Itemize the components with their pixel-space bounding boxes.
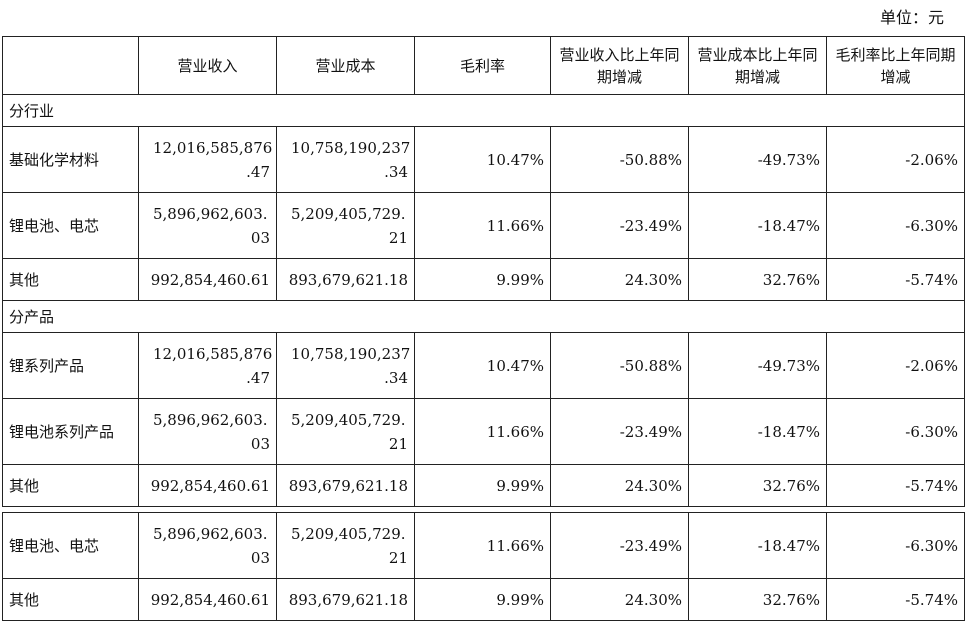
table-row: 其他 992,854,460.61 893,679,621.18 9.99% 24.30…: [2, 464, 965, 507]
revenue-cell-line1: 5,896,962,603.: [153, 204, 268, 223]
header-cell-empty: [2, 36, 139, 95]
section-row: 分行业: [2, 94, 965, 127]
cost-cell-line2: 21: [388, 434, 408, 453]
revenue-cell-line1: 12,016,585,876: [153, 138, 273, 157]
header-cost: 营业成本: [276, 36, 415, 95]
row-name: 锂电池系列产品: [2, 398, 139, 465]
margin-cell: 11.66%: [414, 512, 551, 579]
rev-chg-cell: 24.30%: [550, 258, 689, 301]
revenue-cell: 992,854,460.61: [138, 464, 277, 507]
cost-cell: 5,209,405,729. 21: [276, 192, 415, 259]
revenue-cell-line2: 03: [250, 228, 270, 247]
cost-cell: 5,209,405,729. 21: [276, 512, 415, 579]
table-row: 锂系列产品 12,016,585,876.47 10,758,190,237.34 1…: [2, 332, 965, 399]
section-row: 分产品: [2, 300, 965, 333]
cost-cell-line1: 5,209,405,729.: [291, 410, 406, 429]
cost-cell-line2: .34: [384, 162, 408, 181]
margin-chg-cell: -5.74%: [826, 464, 965, 507]
table-row: 其他 992,854,460.61 893,679,621.18 9.99% 24.30…: [2, 258, 965, 301]
revenue-cell-line1: 12,016,585,876: [153, 344, 273, 363]
margin-cell: 9.99%: [414, 578, 551, 621]
margin-cell: 11.66%: [414, 192, 551, 259]
cost-cell: 10,758,190,237 .34: [276, 126, 415, 193]
revenue-cell-line2: 03: [250, 434, 270, 453]
cost-chg-cell: 32.76%: [688, 578, 827, 621]
cost-cell-line1: 10,758,190,237: [291, 138, 411, 157]
financial-table: 营业收入 营业成本 毛利率 营业收入比上年同期增减 营业成本比上年同期增减 毛利…: [2, 36, 965, 621]
cost-chg-cell: -49.73%: [688, 332, 827, 399]
cost-chg-cell: 32.76%: [688, 464, 827, 507]
table-row: 其他 992,854,460.61 893,679,621.18 9.99% 24.30…: [2, 578, 965, 621]
rev-chg-cell: -23.49%: [550, 512, 689, 579]
row-name: 基础化学材料: [2, 126, 139, 193]
cost-cell-line2: 21: [388, 548, 408, 567]
revenue-cell-line2: .47: [246, 162, 270, 181]
margin-cell: 11.66%: [414, 398, 551, 465]
rev-chg-cell: -50.88%: [550, 332, 689, 399]
table-row: 锂电池系列产品 5,896,962,603. 03 5,209,405,729. 21 1…: [2, 398, 965, 465]
section-title: 分行业: [2, 94, 965, 127]
cost-chg-cell: -18.47%: [688, 398, 827, 465]
revenue-cell: 992,854,460.61: [138, 578, 277, 621]
header-revenue: 营业收入: [138, 36, 277, 95]
rev-chg-cell: -23.49%: [550, 192, 689, 259]
cost-cell-line2: 21: [388, 228, 408, 247]
table-row: 基础化学材料 12,016,585,876 .47 10,758,190,237 .34…: [2, 126, 965, 193]
rev-chg-cell: 24.30%: [550, 464, 689, 507]
cost-chg-cell: 32.76%: [688, 258, 827, 301]
margin-chg-cell: -5.74%: [826, 578, 965, 621]
revenue-cell: 992,854,460.61: [138, 258, 277, 301]
section-title: 分产品: [2, 300, 965, 333]
margin-chg-cell: -5.74%: [826, 258, 965, 301]
header-gross-margin: 毛利率: [414, 36, 551, 95]
revenue-cell: 5,896,962,603. 03: [138, 398, 277, 465]
row-name: 锂电池、电芯: [2, 192, 139, 259]
revenue-cell-line2: .47: [246, 368, 270, 387]
margin-cell: 9.99%: [414, 464, 551, 507]
table-row: 锂电池、电芯 5,896,962,603. 03 5,209,405,729. 21 11…: [2, 192, 965, 259]
rev-chg-cell: 24.30%: [550, 578, 689, 621]
row-name: 其他: [2, 578, 139, 621]
table-row: 锂电池、电芯 5,896,962,603. 03 5,209,405,729. 21 11…: [2, 512, 965, 579]
margin-chg-cell: -6.30%: [826, 192, 965, 259]
header-margin-change: 毛利率比上年同期增减: [826, 36, 965, 95]
row-name: 其他: [2, 258, 139, 301]
revenue-cell: 12,016,585,876 .47: [138, 332, 277, 399]
revenue-cell: 12,016,585,876 .47: [138, 126, 277, 193]
revenue-cell: 5,896,962,603. 03: [138, 512, 277, 579]
margin-cell: 9.99%: [414, 258, 551, 301]
cost-cell-line2: .34: [384, 368, 408, 387]
margin-chg-cell: -2.06%: [826, 126, 965, 193]
cost-cell-line1: 5,209,405,729.: [291, 204, 406, 223]
row-name: 锂系列产品: [2, 332, 139, 399]
revenue-cell-line1: 5,896,962,603.: [153, 410, 268, 429]
margin-cell: 10.47%: [414, 126, 551, 193]
rev-chg-cell: -23.49%: [550, 398, 689, 465]
row-name: 锂电池、电芯: [2, 512, 139, 579]
header-revenue-change: 营业收入比上年同期增减: [550, 36, 689, 95]
cost-cell: 893,679,621.18: [276, 578, 415, 621]
revenue-cell-line1: 5,896,962,603.: [153, 524, 268, 543]
revenue-cell-line2: 03: [250, 548, 270, 567]
unit-label: 单位：元: [879, 8, 944, 27]
margin-cell: 10.47%: [414, 332, 551, 399]
cost-chg-cell: -18.47%: [688, 192, 827, 259]
header-row: 营业收入 营业成本 毛利率 营业收入比上年同期增减 营业成本比上年同期增减 毛利…: [2, 36, 965, 95]
cost-cell: 10,758,190,237 .34: [276, 332, 415, 399]
margin-chg-cell: -6.30%: [826, 398, 965, 465]
header-cost-change: 营业成本比上年同期增减: [688, 36, 827, 95]
margin-chg-cell: -6.30%: [826, 512, 965, 579]
cost-cell-line1: 10,758,190,237: [291, 344, 411, 363]
cost-cell: 893,679,621.18: [276, 258, 415, 301]
cost-cell: 893,679,621.18: [276, 464, 415, 507]
cost-cell-line1: 5,209,405,729.: [291, 524, 406, 543]
cost-chg-cell: -18.47%: [688, 512, 827, 579]
cost-chg-cell: -49.73%: [688, 126, 827, 193]
rev-chg-cell: -50.88%: [550, 126, 689, 193]
revenue-cell: 5,896,962,603. 03: [138, 192, 277, 259]
margin-chg-cell: -2.06%: [826, 332, 965, 399]
cost-cell: 5,209,405,729. 21: [276, 398, 415, 465]
row-name: 其他: [2, 464, 139, 507]
